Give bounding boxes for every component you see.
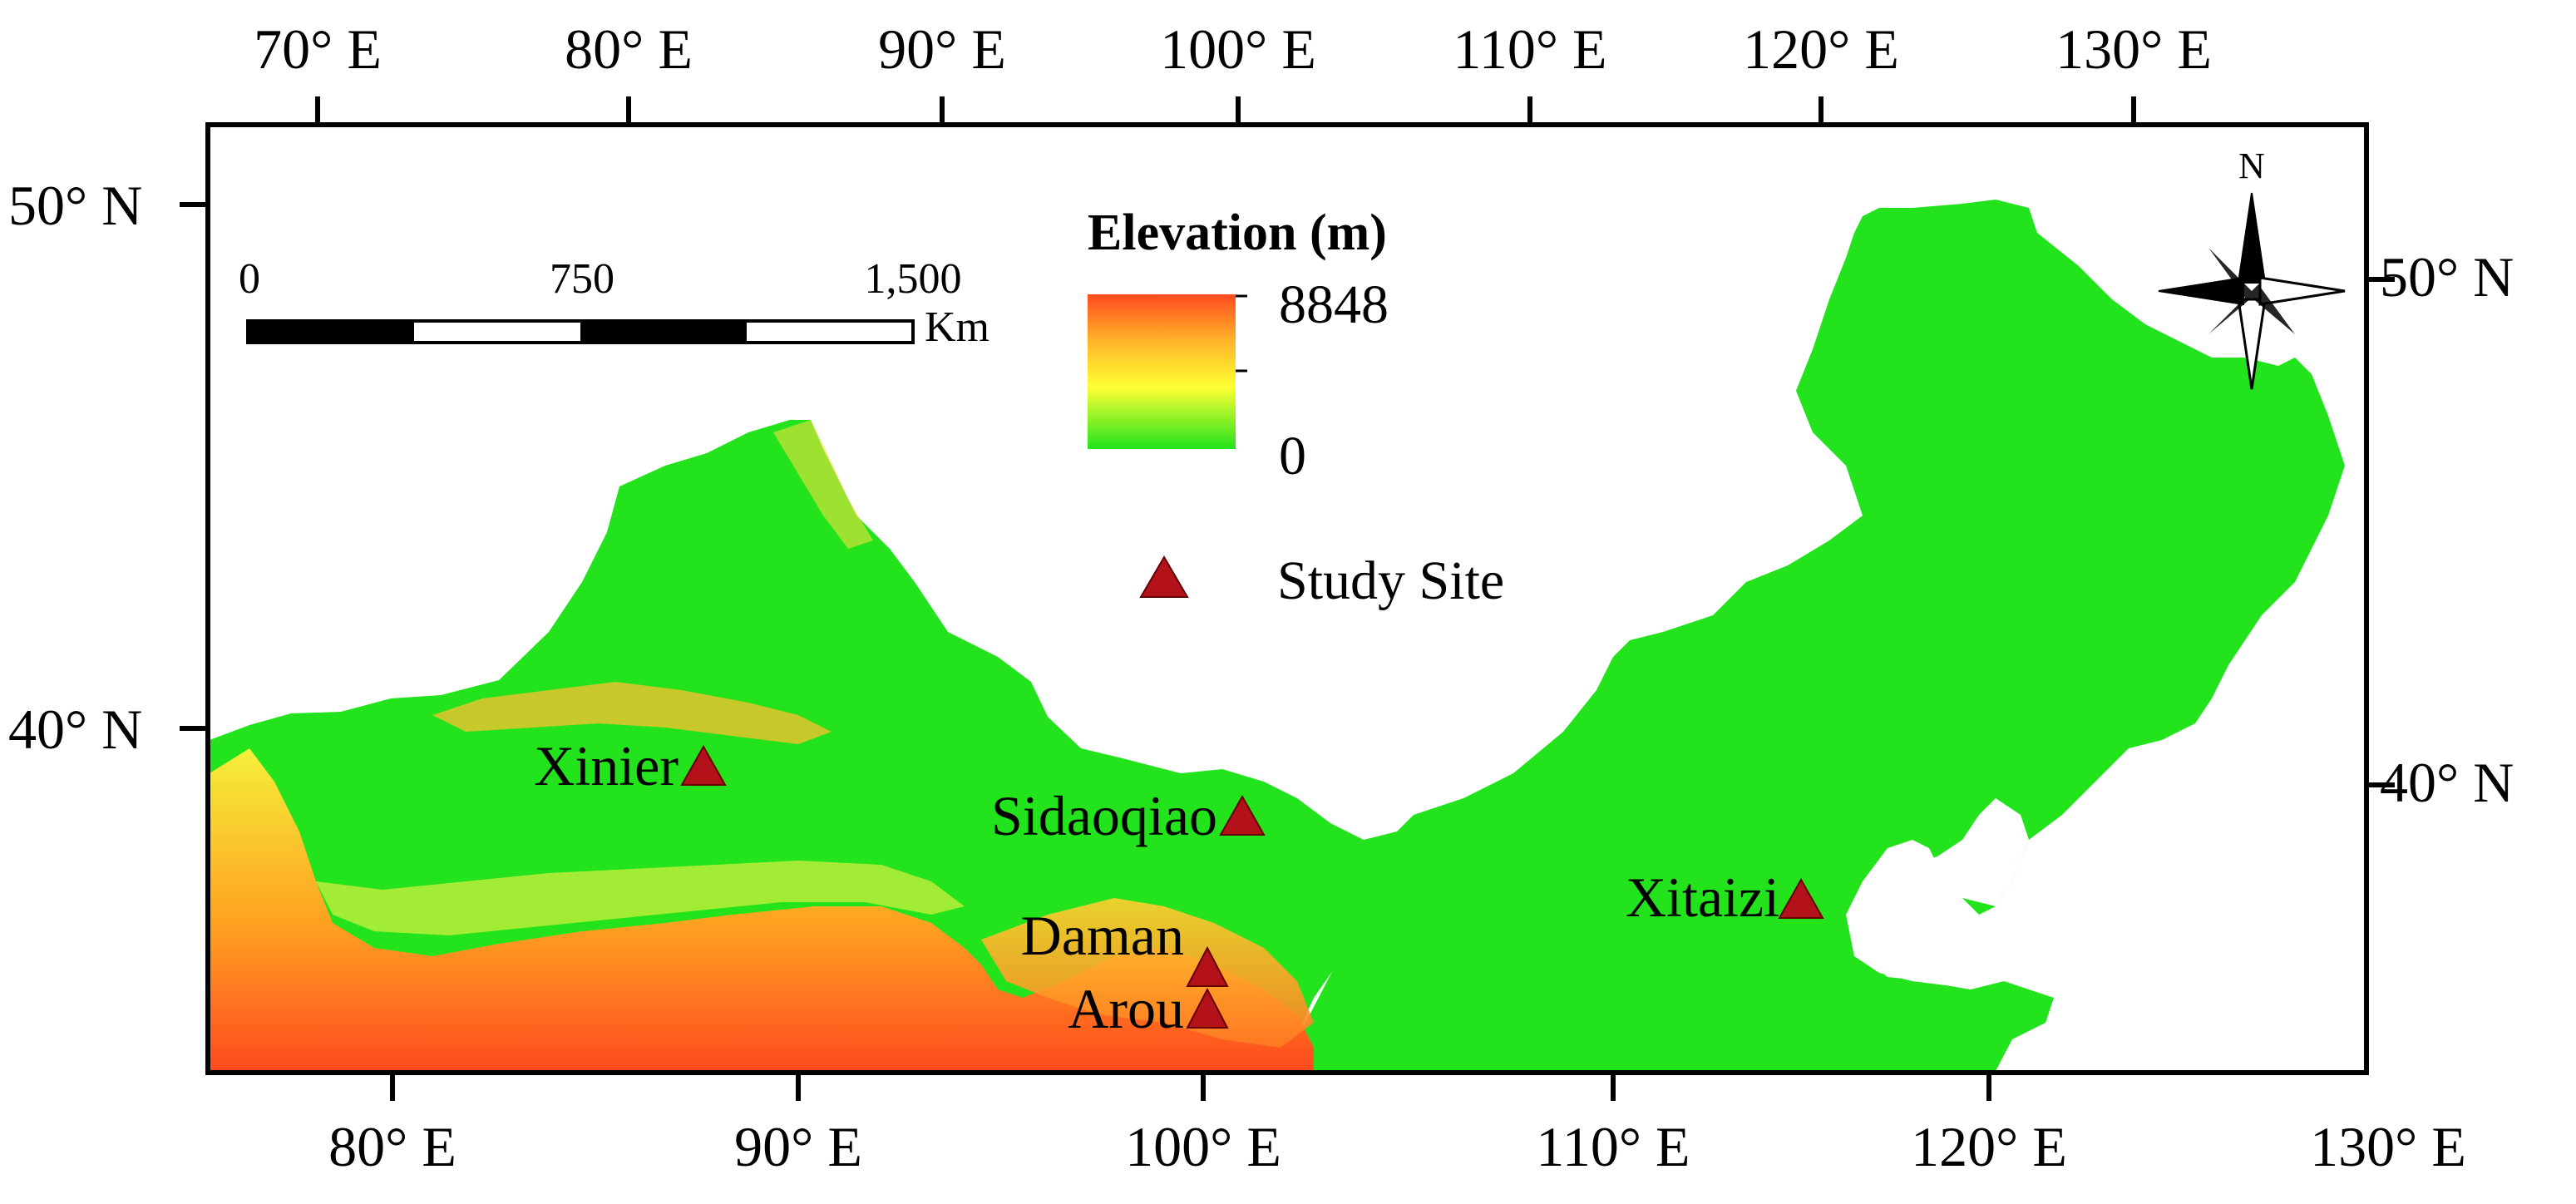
axis-tick-marks: [180, 96, 2395, 1101]
bottom-label-120e: 120° E: [1911, 1115, 2067, 1178]
scale-tick-0: 0: [239, 255, 260, 303]
bottom-label-100e: 100° E: [1125, 1115, 1281, 1178]
north-arrow-label: N: [2238, 146, 2265, 186]
left-label-50n: 50° N: [8, 174, 142, 237]
legend-title: Elevation (m): [1088, 205, 1387, 261]
bottom-label-130e: 130° E: [2310, 1115, 2466, 1178]
top-label-110e: 110° E: [1453, 17, 1606, 81]
legend-max-label: 8848: [1279, 274, 1389, 335]
site-label-daman: Daman: [1021, 904, 1184, 967]
top-label-80e: 80° E: [565, 17, 693, 81]
bottom-label-110e: 110° E: [1536, 1115, 1690, 1178]
scale-seg-1: [248, 321, 414, 343]
site-daman: Daman: [1021, 904, 1229, 987]
site-label-sidaoqiao: Sidaoqiao: [991, 784, 1217, 847]
north-arrow-star-south: [2237, 298, 2267, 390]
elevation-raster: [210, 200, 2345, 1071]
bohai-sea: [1863, 798, 2029, 981]
altai-mountains-highland: [773, 420, 873, 549]
site-xitaizi: Xitaizi: [1626, 866, 1824, 929]
site-label-arou: Arou: [1068, 977, 1184, 1040]
scale-bar: 0 750 1,500 Km: [239, 255, 989, 351]
north-arrow-star-north: [2237, 192, 2267, 284]
left-label-40n: 40° N: [8, 698, 142, 761]
legend-site-label: Study Site: [1277, 550, 1504, 611]
top-axis-labels: 70° E 80° E 90° E 100° E 110° E 120° E 1…: [254, 17, 2212, 81]
site-marker-arou: [1186, 987, 1229, 1029]
scale-unit: Km: [925, 303, 989, 351]
tianshan-mountains-highland: [432, 682, 832, 744]
north-arrow: N: [2158, 146, 2346, 390]
legend: Elevation (m) 8848 0 Study Site: [1088, 205, 1504, 611]
left-axis-labels: 50° N 40° N: [8, 174, 142, 761]
top-label-130e: 130° E: [2055, 17, 2212, 81]
site-marker-daman: [1186, 945, 1229, 987]
kunlun-transition-band: [316, 861, 965, 935]
top-label-120e: 120° E: [1743, 17, 1899, 81]
legend-min-label: 0: [1279, 426, 1306, 486]
bottom-axis-labels: 80° E 90° E 100° E 110° E 120° E 130° E: [328, 1115, 2466, 1178]
site-arou: Arou: [1068, 977, 1229, 1040]
scale-tick-1500: 1,500: [865, 255, 962, 303]
scale-seg-3: [580, 321, 747, 343]
right-label-40n: 40° N: [2380, 751, 2514, 814]
study-sites: Xinier Sidaoqiao Daman Arou Xitaizi: [534, 734, 1824, 1040]
map-frame-border: [205, 122, 2369, 1075]
north-arrow-star-diag: [2208, 248, 2295, 334]
qilian-mountains-highland: [981, 898, 1314, 1048]
site-marker-xinier: [680, 744, 727, 786]
scale-tick-750: 750: [550, 255, 614, 303]
right-label-50n: 50° N: [2380, 245, 2514, 308]
top-label-70e: 70° E: [254, 17, 382, 81]
site-marker-sidaoqiao: [1219, 794, 1266, 836]
legend-site-triangle: [1139, 555, 1189, 598]
site-label-xinier: Xinier: [534, 734, 679, 797]
site-xinier: Xinier: [534, 734, 727, 797]
bottom-label-80e: 80° E: [328, 1115, 456, 1178]
legend-elevation-ramp: [1088, 294, 1236, 449]
right-axis-labels: 50° N 40° N: [2380, 245, 2514, 814]
site-label-xitaizi: Xitaizi: [1626, 866, 1779, 929]
bottom-label-90e: 90° E: [734, 1115, 862, 1178]
top-label-90e: 90° E: [878, 17, 1006, 81]
northeast-region-land: [1281, 200, 2345, 1071]
top-label-100e: 100° E: [1160, 17, 1316, 81]
site-sidaoqiao: Sidaoqiao: [991, 784, 1266, 847]
tibetan-plateau-highland: [210, 748, 1314, 1071]
site-marker-xitaizi: [1778, 877, 1824, 919]
